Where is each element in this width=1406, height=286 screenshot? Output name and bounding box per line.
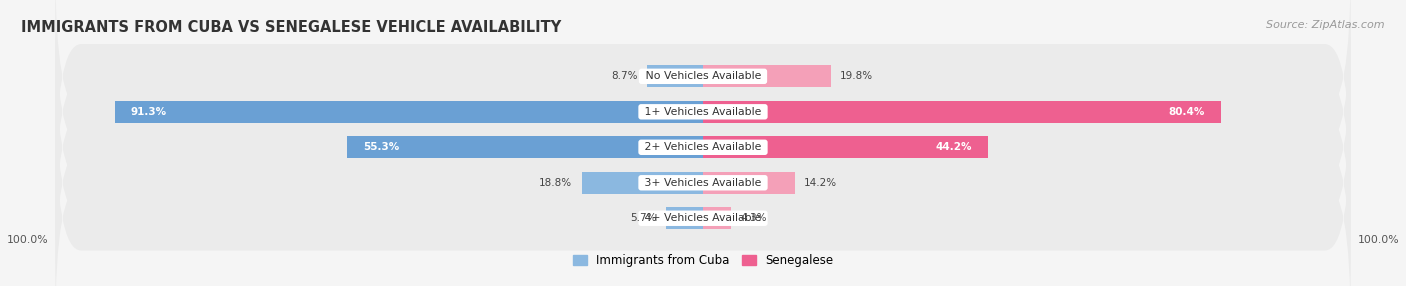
Bar	[666, 207, 703, 229]
Bar	[647, 65, 703, 87]
Bar	[703, 101, 1222, 123]
Text: 1+ Vehicles Available: 1+ Vehicles Available	[641, 107, 765, 117]
Text: 100.0%: 100.0%	[1357, 235, 1399, 245]
FancyBboxPatch shape	[55, 2, 1351, 221]
Text: Source: ZipAtlas.com: Source: ZipAtlas.com	[1267, 20, 1385, 30]
Legend: Immigrants from Cuba, Senegalese: Immigrants from Cuba, Senegalese	[568, 249, 838, 272]
FancyBboxPatch shape	[55, 109, 1351, 286]
Bar	[582, 172, 703, 194]
Text: 4.3%: 4.3%	[741, 213, 766, 223]
Text: IMMIGRANTS FROM CUBA VS SENEGALESE VEHICLE AVAILABILITY: IMMIGRANTS FROM CUBA VS SENEGALESE VEHIC…	[21, 20, 561, 35]
Text: 19.8%: 19.8%	[841, 71, 873, 81]
Text: 14.2%: 14.2%	[804, 178, 838, 188]
Bar	[703, 136, 988, 158]
Text: 2+ Vehicles Available: 2+ Vehicles Available	[641, 142, 765, 152]
Bar	[115, 101, 703, 123]
Text: 5.7%: 5.7%	[630, 213, 657, 223]
Text: 44.2%: 44.2%	[935, 142, 972, 152]
Text: 55.3%: 55.3%	[363, 142, 399, 152]
Bar	[703, 207, 731, 229]
Bar	[703, 65, 831, 87]
Text: 3+ Vehicles Available: 3+ Vehicles Available	[641, 178, 765, 188]
Text: 4+ Vehicles Available: 4+ Vehicles Available	[641, 213, 765, 223]
FancyBboxPatch shape	[55, 38, 1351, 257]
Bar	[703, 172, 794, 194]
Text: 8.7%: 8.7%	[610, 71, 637, 81]
Bar	[347, 136, 703, 158]
Text: 80.4%: 80.4%	[1168, 107, 1205, 117]
FancyBboxPatch shape	[55, 0, 1351, 186]
Text: No Vehicles Available: No Vehicles Available	[641, 71, 765, 81]
Text: 100.0%: 100.0%	[7, 235, 49, 245]
FancyBboxPatch shape	[55, 73, 1351, 286]
Text: 91.3%: 91.3%	[131, 107, 167, 117]
Text: 18.8%: 18.8%	[538, 178, 572, 188]
